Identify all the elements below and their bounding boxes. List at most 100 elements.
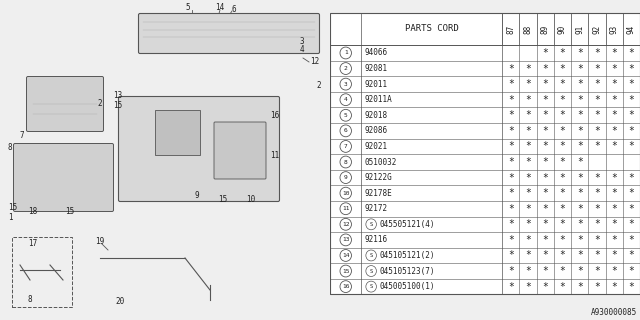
Bar — [330, 13, 640, 294]
Text: *: * — [508, 251, 514, 260]
Text: 0510032: 0510032 — [364, 157, 397, 166]
Text: *: * — [611, 110, 617, 120]
Text: *: * — [559, 251, 565, 260]
Text: *: * — [611, 79, 617, 89]
Text: 92: 92 — [593, 24, 602, 34]
Text: *: * — [577, 48, 582, 58]
Text: *: * — [559, 266, 565, 276]
Text: *: * — [628, 251, 634, 260]
Text: 045105123(7): 045105123(7) — [380, 267, 435, 276]
Text: *: * — [542, 204, 548, 214]
Text: S: S — [369, 284, 372, 289]
Text: *: * — [594, 188, 600, 198]
Text: 15: 15 — [65, 207, 74, 217]
Text: 20: 20 — [115, 298, 124, 307]
Text: *: * — [611, 219, 617, 229]
Text: *: * — [559, 126, 565, 136]
Text: 15: 15 — [8, 204, 17, 212]
Text: 14: 14 — [215, 4, 224, 12]
Text: *: * — [577, 141, 582, 151]
Text: 90: 90 — [558, 24, 567, 34]
Text: *: * — [628, 126, 634, 136]
Text: 5: 5 — [344, 113, 348, 118]
Text: 12: 12 — [310, 58, 319, 67]
Text: *: * — [559, 64, 565, 74]
Text: *: * — [559, 204, 565, 214]
Text: *: * — [594, 79, 600, 89]
Text: *: * — [628, 79, 634, 89]
Text: 11: 11 — [270, 150, 279, 159]
Text: 16: 16 — [270, 111, 279, 121]
Text: *: * — [611, 282, 617, 292]
Text: *: * — [525, 219, 531, 229]
Text: 1: 1 — [344, 51, 348, 55]
Text: 92011A: 92011A — [364, 95, 392, 104]
Text: 1: 1 — [8, 213, 13, 222]
Text: 13: 13 — [342, 237, 349, 242]
Text: *: * — [628, 110, 634, 120]
Text: *: * — [577, 126, 582, 136]
Text: *: * — [577, 251, 582, 260]
Text: 7: 7 — [344, 144, 348, 149]
Text: *: * — [628, 219, 634, 229]
Text: 8: 8 — [8, 143, 13, 153]
Text: *: * — [594, 126, 600, 136]
Text: *: * — [594, 282, 600, 292]
Text: *: * — [611, 126, 617, 136]
Text: *: * — [508, 266, 514, 276]
Text: *: * — [542, 79, 548, 89]
Text: *: * — [594, 251, 600, 260]
Text: *: * — [508, 110, 514, 120]
Text: 2: 2 — [316, 81, 321, 90]
FancyBboxPatch shape — [214, 122, 266, 179]
Text: *: * — [577, 110, 582, 120]
FancyBboxPatch shape — [138, 13, 319, 53]
Text: *: * — [628, 141, 634, 151]
Text: 8: 8 — [28, 295, 33, 305]
Text: *: * — [611, 172, 617, 183]
Text: *: * — [594, 235, 600, 245]
Text: *: * — [594, 172, 600, 183]
Text: *: * — [577, 188, 582, 198]
Text: 4: 4 — [344, 97, 348, 102]
Text: PARTS CORD: PARTS CORD — [405, 25, 459, 34]
Text: *: * — [525, 79, 531, 89]
Text: *: * — [594, 48, 600, 58]
Text: 94: 94 — [627, 24, 636, 34]
Text: 045505121(4): 045505121(4) — [380, 220, 435, 229]
Text: *: * — [508, 188, 514, 198]
Text: 92081: 92081 — [364, 64, 387, 73]
FancyBboxPatch shape — [13, 143, 113, 212]
Text: *: * — [577, 204, 582, 214]
Text: 15: 15 — [342, 268, 349, 274]
Text: 3: 3 — [300, 37, 305, 46]
Text: 92178E: 92178E — [364, 189, 392, 198]
Text: *: * — [508, 95, 514, 105]
Text: *: * — [628, 48, 634, 58]
Text: 17: 17 — [28, 238, 37, 247]
Text: *: * — [559, 282, 565, 292]
Text: *: * — [577, 64, 582, 74]
Text: *: * — [525, 95, 531, 105]
Text: *: * — [542, 141, 548, 151]
Text: 10: 10 — [342, 191, 349, 196]
Text: 92122G: 92122G — [364, 173, 392, 182]
Text: *: * — [542, 251, 548, 260]
Text: *: * — [508, 126, 514, 136]
Text: *: * — [542, 235, 548, 245]
Text: *: * — [542, 64, 548, 74]
Text: 3: 3 — [344, 82, 348, 87]
Text: 18: 18 — [28, 207, 37, 217]
Text: 8: 8 — [344, 159, 348, 164]
Text: *: * — [525, 126, 531, 136]
Text: *: * — [611, 235, 617, 245]
Text: 92086: 92086 — [364, 126, 387, 135]
Text: *: * — [525, 64, 531, 74]
Text: *: * — [577, 219, 582, 229]
Text: 045105121(2): 045105121(2) — [380, 251, 435, 260]
Text: 92116: 92116 — [364, 236, 387, 244]
Text: *: * — [542, 282, 548, 292]
Text: *: * — [542, 110, 548, 120]
Text: *: * — [594, 141, 600, 151]
FancyBboxPatch shape — [118, 97, 280, 202]
